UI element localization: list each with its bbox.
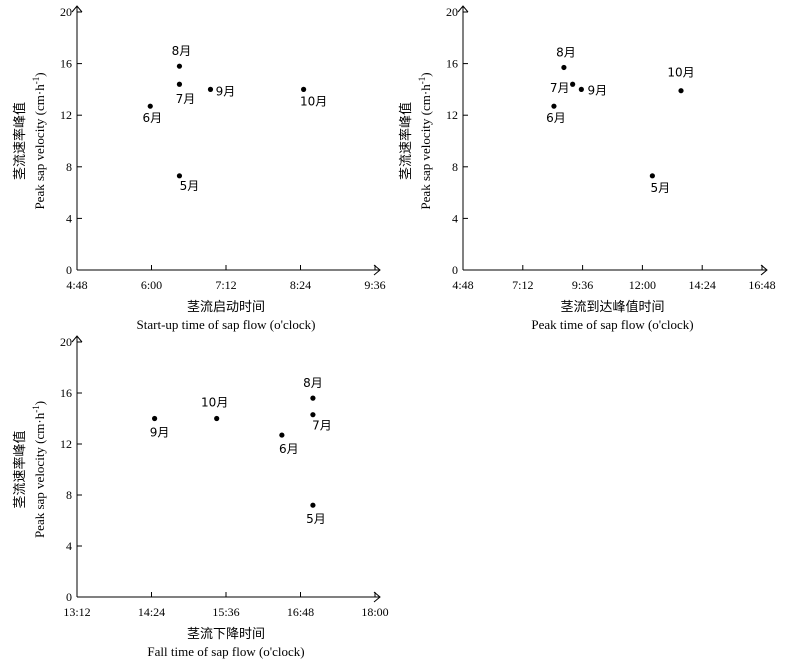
point-label-june: 6月 xyxy=(279,442,299,456)
point-june xyxy=(551,103,557,109)
x-tick-label: 16:48 xyxy=(748,278,775,292)
x-axis-title-en: Start-up time of sap flow (o'clock) xyxy=(137,317,316,332)
point-label-may: 5月 xyxy=(651,181,671,195)
y-tick-label: 16 xyxy=(446,57,458,71)
y-tick-label: 0 xyxy=(66,590,72,604)
y-tick-label: 16 xyxy=(60,57,72,71)
point-july xyxy=(310,412,316,418)
x-tick-label: 15:36 xyxy=(212,605,239,619)
x-tick-label: 6:00 xyxy=(141,278,162,292)
y-axis-title-en: Peak sap velocity (cm·h-1) xyxy=(31,72,47,209)
x-tick-label: 12:00 xyxy=(629,278,656,292)
point-june xyxy=(279,432,285,438)
x-axis-arrow-icon xyxy=(760,264,768,276)
point-label-october: 10月 xyxy=(201,396,228,410)
y-tick-label: 4 xyxy=(66,211,72,225)
y-tick-label: 0 xyxy=(452,263,458,277)
point-label-july: 7月 xyxy=(312,419,332,433)
x-tick-label: 7:12 xyxy=(215,278,236,292)
chart-panel-2: 4:48 7:12 9:36 12:00 14:24 16:48 0 4 8 12 16 20 5月 6月… xyxy=(398,5,776,332)
x-tick-label: 8:24 xyxy=(290,278,311,292)
x-tick-label: 7:12 xyxy=(512,278,533,292)
point-august xyxy=(310,395,316,401)
point-september xyxy=(152,415,158,422)
y-axis-arrow-icon xyxy=(457,5,469,13)
y-axis-arrow-icon xyxy=(71,335,83,343)
point-october xyxy=(214,415,220,422)
x-axis-title-en: Fall time of sap flow (o'clock) xyxy=(147,644,304,659)
x-tick-label: 16:48 xyxy=(287,605,314,619)
point-label-june: 6月 xyxy=(142,111,162,125)
y-tick-label: 12 xyxy=(60,108,72,122)
point-label-july: 7月 xyxy=(550,81,570,95)
x-tick-label: 9:36 xyxy=(364,278,385,292)
y-axis-title-cn: 茎流速率峰值 xyxy=(12,430,28,508)
y-tick-label: 20 xyxy=(60,5,72,19)
point-may xyxy=(176,173,183,179)
point-may xyxy=(649,173,655,179)
chart-panel-3: 13:12 14:24 15:36 16:48 18:00 0 4 8 12 16 20 5月 6月 7月… xyxy=(12,335,389,659)
y-tick-label: 12 xyxy=(60,437,72,451)
y-tick-label: 16 xyxy=(60,386,72,400)
point-august xyxy=(176,63,183,69)
point-july xyxy=(570,81,576,87)
point-label-august: 8月 xyxy=(556,45,576,59)
y-tick-label: 0 xyxy=(66,263,72,277)
y-tick-label: 4 xyxy=(452,211,458,225)
x-axis-title-cn: 茎流到达峰值时间 xyxy=(560,299,664,315)
y-axis-title-en: Peak sap velocity (cm·h-1) xyxy=(31,401,47,538)
y-axis-title-cn: 茎流速率峰值 xyxy=(398,102,414,180)
point-label-june: 6月 xyxy=(546,111,566,125)
x-tick-label: 4:48 xyxy=(452,278,473,292)
x-axis-title-cn: 茎流启动时间 xyxy=(187,300,265,315)
x-tick-label: 13:12 xyxy=(63,605,90,619)
y-tick-label: 8 xyxy=(66,488,72,502)
x-axis-title-cn: 茎流下降时间 xyxy=(187,627,265,642)
x-axis-arrow-icon xyxy=(373,591,381,603)
x-tick-label: 4:48 xyxy=(66,278,87,292)
x-tick-label: 14:24 xyxy=(138,605,165,619)
point-label-august: 8月 xyxy=(303,376,323,390)
point-september xyxy=(578,86,584,92)
y-tick-label: 4 xyxy=(66,539,72,553)
point-label-september: 9月 xyxy=(216,84,236,98)
y-axis-title-en: Peak sap velocity (cm·h-1) xyxy=(417,72,433,209)
point-may xyxy=(310,502,316,508)
y-tick-label: 20 xyxy=(60,335,72,349)
point-june xyxy=(147,103,153,109)
x-axis-title-en: Peak time of sap flow (o'clock) xyxy=(531,317,693,332)
point-label-august: 8月 xyxy=(172,44,192,58)
chart-panel-1: 4:48 6:00 7:12 8:24 9:36 0 4 8 12 16 20 5月 6月 7月 8月 9月 1… xyxy=(12,5,386,332)
y-tick-label: 8 xyxy=(66,160,72,174)
y-axis-arrow-icon xyxy=(71,5,83,13)
point-label-may: 5月 xyxy=(180,179,200,193)
y-tick-label: 12 xyxy=(446,108,458,122)
point-label-october: 10月 xyxy=(667,66,694,80)
x-axis-arrow-icon xyxy=(373,264,381,276)
point-label-october: 10月 xyxy=(300,94,327,108)
point-october xyxy=(301,86,307,92)
point-label-september: 9月 xyxy=(150,426,170,440)
point-august xyxy=(561,64,567,71)
y-tick-label: 20 xyxy=(446,5,458,19)
x-tick-label: 18:00 xyxy=(361,605,388,619)
x-tick-label: 9:36 xyxy=(572,278,593,292)
y-tick-label: 8 xyxy=(452,160,458,174)
point-label-july: 7月 xyxy=(176,92,196,106)
point-october xyxy=(678,88,684,94)
point-label-september: 9月 xyxy=(588,83,608,97)
point-july xyxy=(176,81,183,87)
x-tick-label: 14:24 xyxy=(689,278,716,292)
point-september xyxy=(207,86,214,92)
y-axis-title-cn: 茎流速率峰值 xyxy=(12,102,28,180)
point-label-may: 5月 xyxy=(306,512,326,526)
